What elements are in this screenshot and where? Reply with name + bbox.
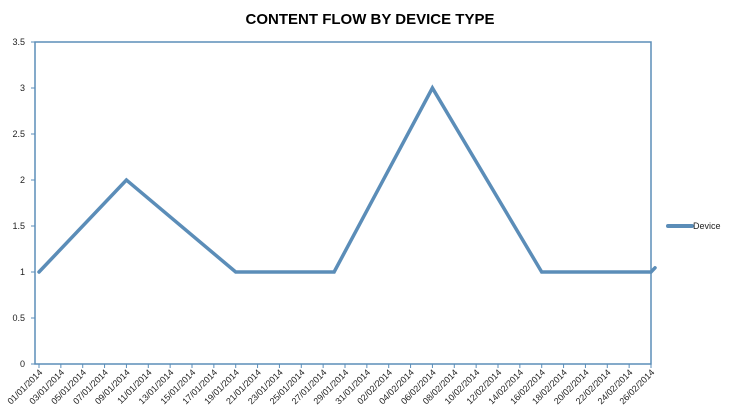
y-tick-label: 3.5 <box>12 37 25 47</box>
y-axis: 0 0.5 1 1.5 2 2.5 3 3.5 <box>12 37 35 369</box>
legend-label-device: Device <box>693 221 721 231</box>
legend: Device <box>666 221 721 231</box>
plot-area <box>34 41 652 365</box>
chart-title: CONTENT FLOW BY DEVICE TYPE <box>246 11 495 28</box>
y-tick-label: 1.5 <box>12 221 25 231</box>
series-layer <box>37 84 657 274</box>
y-tick-label: 0.5 <box>12 313 25 323</box>
y-tick-label: 2.5 <box>12 129 25 139</box>
y-tick-label: 2 <box>20 175 25 185</box>
y-tick-label: 1 <box>20 267 25 277</box>
y-tick-label: 0 <box>20 359 25 369</box>
series-line-device <box>37 84 657 274</box>
x-axis: 01/01/201403/01/201405/01/201407/01/2014… <box>5 364 656 406</box>
y-tick-label: 3 <box>20 83 25 93</box>
